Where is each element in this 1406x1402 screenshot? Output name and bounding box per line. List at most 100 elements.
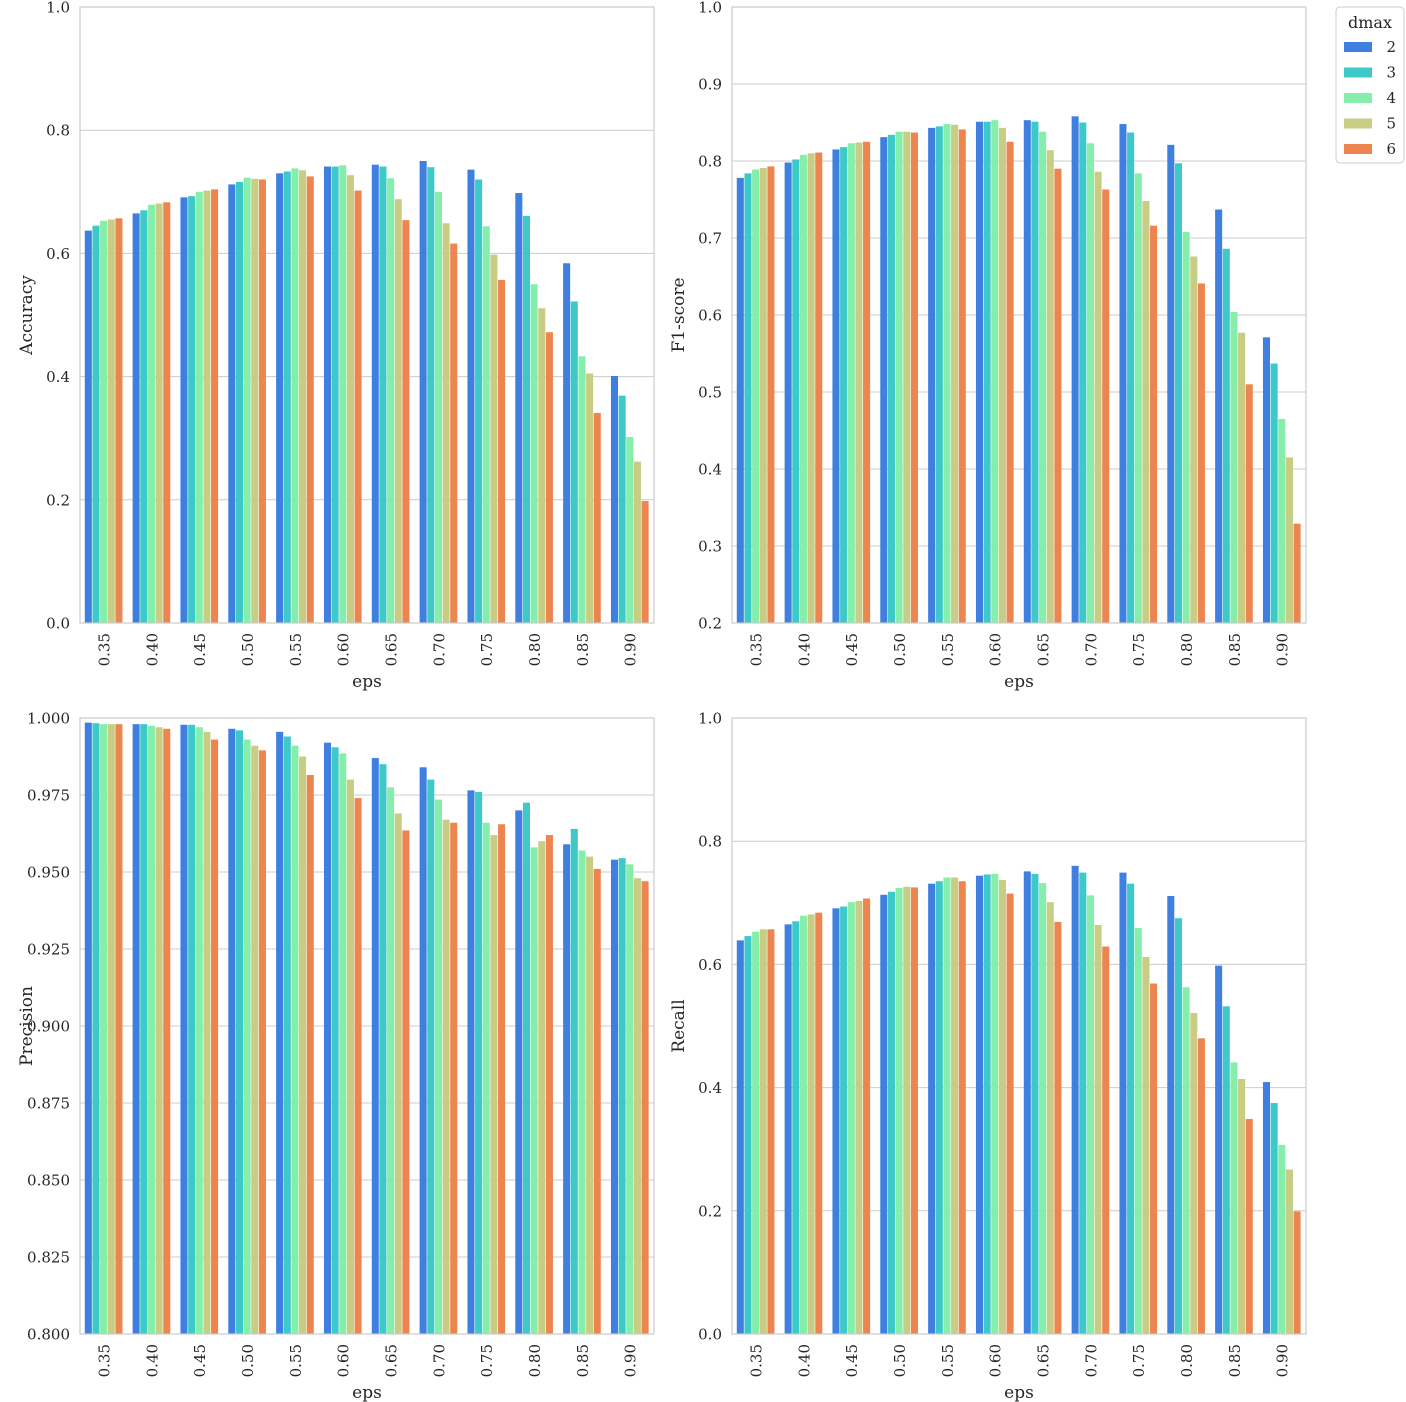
bar	[1086, 143, 1094, 624]
legend-swatch	[1344, 118, 1372, 129]
bar	[618, 858, 626, 1334]
bar	[958, 129, 966, 623]
bar	[1054, 168, 1062, 623]
bar	[515, 810, 523, 1334]
bar	[863, 141, 871, 623]
y-tick-label: 0.950	[27, 864, 70, 882]
bar	[618, 395, 626, 623]
y-tick-label: 0.6	[698, 956, 722, 974]
bar	[910, 887, 918, 1334]
bar	[467, 169, 475, 623]
plot-frame	[79, 6, 655, 624]
bar	[928, 883, 936, 1334]
x-tick-label: 0.45	[843, 1344, 861, 1377]
chart-top-left: 0.0 0.2 0.4 0.6 0.8 1.0 0.35 0.40 0.45 0.50 0.55 0.…	[17, 0, 655, 692]
y-axis-label: Accuracy	[17, 275, 37, 356]
bar	[1079, 122, 1087, 623]
bar	[799, 915, 807, 1334]
bar	[402, 830, 410, 1334]
bar	[203, 731, 211, 1334]
bar	[331, 747, 339, 1334]
bar	[387, 787, 395, 1334]
bar	[251, 745, 259, 1334]
bar	[767, 166, 775, 623]
x-tick-label: 0.50	[891, 1344, 909, 1377]
bar	[935, 881, 943, 1334]
y-tick-label: 1.0	[698, 0, 722, 17]
bar	[610, 859, 619, 1334]
bar	[943, 124, 951, 623]
bar	[346, 779, 354, 1334]
bar	[887, 134, 895, 623]
bar	[84, 230, 92, 623]
bar	[243, 177, 251, 623]
bar	[935, 126, 943, 623]
x-tick-label: 0.60	[987, 1344, 1005, 1377]
bar	[147, 725, 155, 1334]
x-tick-label: 0.45	[191, 633, 209, 666]
x-tick-label: 0.90	[1274, 1344, 1292, 1377]
x-tick-label: 0.40	[143, 1344, 161, 1377]
panels: 0.00.20.40.60.81.00.35 0.40 0.45 0.50 0.55 0.…	[17, 0, 1307, 1402]
bar	[784, 924, 792, 1334]
bar	[570, 828, 578, 1334]
bar	[1142, 201, 1150, 624]
bar	[975, 121, 984, 623]
bar	[1119, 872, 1127, 1334]
bar	[92, 225, 100, 623]
bar	[1023, 871, 1031, 1334]
bar	[147, 204, 155, 623]
bar	[346, 175, 354, 623]
x-tick-label: 0.55	[287, 633, 305, 666]
y-tick-label: 0.8	[698, 833, 722, 851]
bar	[736, 177, 744, 623]
x-tick-label: 0.75	[478, 1344, 496, 1377]
bar	[903, 131, 911, 624]
bar	[807, 914, 815, 1334]
bar	[1119, 124, 1127, 623]
bar	[323, 166, 332, 623]
y-tick-label: 0.8	[46, 122, 70, 140]
bar	[792, 159, 800, 623]
x-tick-label: 0.50	[239, 633, 257, 666]
legend-label: 5	[1386, 115, 1396, 133]
bar	[1127, 883, 1135, 1334]
y-axis-label: Precision	[17, 986, 37, 1066]
x-tick-label: 0.35	[95, 633, 113, 666]
bar	[379, 764, 387, 1334]
legend-swatch	[1344, 93, 1372, 103]
x-tick-label: 0.65	[382, 633, 400, 666]
bar	[767, 929, 775, 1334]
bar	[951, 877, 959, 1334]
legend-swatch	[1344, 42, 1372, 52]
bar	[578, 850, 586, 1334]
y-tick-label: 0.975	[27, 787, 70, 805]
legend-label: 4	[1386, 89, 1396, 107]
bar	[928, 127, 936, 623]
bar	[895, 131, 903, 624]
plot-frame	[731, 717, 1307, 1335]
bar	[744, 173, 752, 623]
bar	[276, 173, 284, 623]
bar	[998, 127, 1006, 623]
bar	[847, 143, 855, 624]
bar	[633, 461, 641, 623]
bar	[228, 728, 236, 1334]
bar	[394, 813, 402, 1334]
bar	[807, 153, 815, 624]
x-tick-label: 0.40	[795, 1344, 813, 1377]
bar	[515, 193, 523, 624]
bar	[832, 149, 840, 623]
y-tick-label: 0.6	[46, 245, 70, 263]
bar	[958, 881, 966, 1334]
x-axis-label: eps	[1004, 672, 1034, 692]
chart-bottom-left: 0.800 0.825 0.850 0.875 0.900 0.925 0.950 0.975…	[17, 710, 655, 1402]
bar	[1190, 1013, 1198, 1334]
bar	[538, 841, 546, 1334]
bar	[943, 877, 951, 1334]
bar	[736, 940, 744, 1334]
x-tick-label: 0.75	[1130, 633, 1148, 666]
bar	[1285, 457, 1293, 623]
bar	[1046, 150, 1054, 623]
